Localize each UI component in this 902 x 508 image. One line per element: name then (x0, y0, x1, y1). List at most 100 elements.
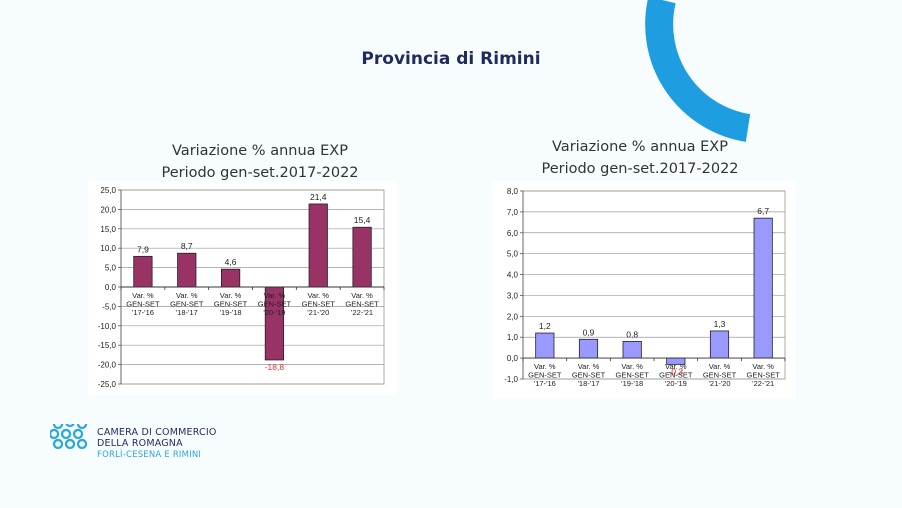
data-label: 1,3 (714, 319, 726, 329)
chart1-title-line1: Variazione % annua EXP (172, 143, 348, 159)
y-tick-label: 3,0 (507, 291, 519, 300)
chart1-title: Variazione % annua EXP Periodo gen-set.2… (150, 140, 370, 184)
chart1-panel: 25,0 20,0 15,0 10,0 5,0 0,0 -5,0 -10,0 -15,0 -20,… (88, 181, 398, 395)
x-tick-label: Var. % GEN-SET '19-'18 (615, 362, 649, 388)
x-tick-label-line: GEN-SET (302, 300, 336, 309)
y-tick-label: 0,0 (507, 354, 519, 363)
x-tick-label-line: GEN-SET (170, 300, 204, 309)
chart2-title-line1: Variazione % annua EXP (552, 139, 728, 155)
chart2-panel: 8,0 7,0 6,0 5,0 4,0 3,0 2,0 1,0 0,0 -1,0 1,2 Var. %… (493, 181, 795, 399)
chamber-logo-icon (50, 424, 88, 450)
logo-line-1: CAMERA DI COMMERCIO (97, 427, 217, 438)
x-tick-label: Var. % GEN-SET '17-'16 (126, 291, 160, 317)
x-tick-label: Var. % GEN-SET '18-'17 (572, 362, 606, 388)
chart2-title: Variazione % annua EXP Periodo gen-set.2… (530, 136, 750, 180)
x-tick-label-line: GEN-SET (214, 300, 248, 309)
y-tick-label: 5,0 (507, 250, 519, 259)
x-tick-label: Var. % GEN-SET '18-'17 (170, 291, 204, 317)
bar (753, 217, 773, 359)
x-tick-label-line: Var. % (307, 291, 329, 300)
bar (220, 268, 241, 288)
chart1-title-line2: Periodo gen-set.2017-2022 (161, 165, 359, 181)
x-tick-label-line: '18-'17 (176, 308, 198, 317)
data-label: 8,7 (181, 241, 193, 251)
data-label: 7,9 (137, 244, 149, 254)
x-tick-label-line: Var. % (534, 362, 556, 371)
x-tick-label-line: '17-'16 (132, 308, 154, 317)
x-tick-label-line: GEN-SET (126, 300, 160, 309)
x-tick-label: Var. % GEN-SET '22-'21 (746, 362, 780, 388)
y-tick-label: -15,0 (98, 341, 117, 350)
data-label: 0,9 (583, 327, 595, 337)
y-tick-label: 0,0 (105, 283, 117, 292)
x-tick-label-line: Var. % (176, 291, 198, 300)
chart2-title-line2: Periodo gen-set.2017-2022 (541, 161, 739, 177)
x-tick-label-line: '22-'21 (351, 308, 373, 317)
x-tick-label-line: GEN-SET (258, 300, 292, 309)
x-tick-label-line: Var. % (351, 291, 373, 300)
slide-title: Provincia di Rimini (361, 49, 541, 69)
y-tick-label: 20,0 (100, 205, 116, 214)
y-tick-label: -5,0 (102, 302, 116, 311)
data-label: -0,3 (669, 366, 684, 376)
data-label: 1,2 (539, 321, 551, 331)
bar (709, 330, 730, 359)
y-tick-label: 4,0 (507, 271, 519, 280)
y-tick-label: 7,0 (507, 208, 519, 217)
data-label: 15,4 (354, 215, 371, 225)
x-tick-label: Var. % GEN-SET '21-'20 (703, 362, 737, 388)
x-tick-label: Var. % GEN-SET '21-'20 (302, 291, 336, 317)
y-tick-label: -1,0 (504, 375, 518, 384)
x-tick-label-line: '21-'20 (307, 308, 329, 317)
y-tick-label: -25,0 (98, 380, 117, 389)
data-label: 21,4 (310, 192, 327, 202)
data-label: 0,8 (626, 329, 638, 339)
logo-line-3: FORLÌ-CESENA E RIMINI (97, 450, 202, 460)
x-tick-label-line: Var. % (665, 362, 687, 371)
y-tick-label: 6,0 (507, 229, 519, 238)
bar (578, 338, 599, 359)
chamber-logo-text: CAMERA DI COMMERCIO DELLA ROMAGNA FORLÌ-… (97, 427, 217, 461)
x-tick-label: Var. % GEN-SET '20-'19 (659, 362, 693, 388)
data-label: 6,7 (757, 206, 769, 216)
x-tick-label-line: '17-'16 (534, 379, 556, 388)
chart2-plot: 8,0 7,0 6,0 5,0 4,0 3,0 2,0 1,0 0,0 -1,0 1,2 Var. %… (504, 187, 786, 388)
bar (352, 226, 372, 288)
x-tick-label-line: Var. % (752, 362, 774, 371)
x-tick-label-line: GEN-SET (572, 371, 606, 380)
x-tick-label-line: GEN-SET (345, 300, 379, 309)
x-tick-label-line: Var. % (578, 362, 600, 371)
x-tick-label-line: GEN-SET (528, 371, 562, 380)
x-tick-label-line: GEN-SET (659, 371, 693, 380)
x-tick-label-line: Var. % (621, 362, 643, 371)
x-tick-label-line: GEN-SET (615, 371, 649, 380)
x-tick-label-line: '18-'17 (577, 379, 599, 388)
y-tick-label: -20,0 (98, 361, 117, 370)
x-tick-label: Var. % GEN-SET '17-'16 (528, 362, 562, 388)
y-tick-label: 8,0 (507, 187, 519, 196)
x-tick-label-line: '19-'18 (621, 379, 643, 388)
y-tick-label: 10,0 (100, 244, 116, 253)
y-tick-label: 5,0 (105, 264, 117, 273)
x-tick-label-line: Var. % (220, 291, 242, 300)
bar (133, 255, 153, 288)
chart1-plot: 25,0 20,0 15,0 10,0 5,0 0,0 -5,0 -10,0 -15,0 -20,… (98, 186, 385, 389)
bar (622, 340, 642, 359)
x-tick-label-line: '22-'21 (752, 379, 774, 388)
x-tick-label-line: '19-'18 (220, 308, 242, 317)
bar (535, 332, 555, 359)
x-tick-label-line: Var. % (264, 291, 286, 300)
y-tick-label: 2,0 (507, 312, 519, 321)
y-tick-label: 25,0 (100, 186, 116, 195)
y-tick-label: 1,0 (507, 333, 519, 342)
data-label: 4,6 (225, 257, 237, 267)
bar (308, 203, 328, 288)
bar (177, 252, 197, 288)
y-tick-label: -10,0 (98, 322, 117, 331)
x-tick-label: Var. % GEN-SET '19-'18 (214, 291, 248, 317)
x-tick-label-line: Var. % (132, 291, 154, 300)
x-tick-label-line: GEN-SET (746, 371, 780, 380)
x-tick-label-line: '20-'19 (263, 308, 285, 317)
x-tick-label-line: GEN-SET (703, 371, 737, 380)
